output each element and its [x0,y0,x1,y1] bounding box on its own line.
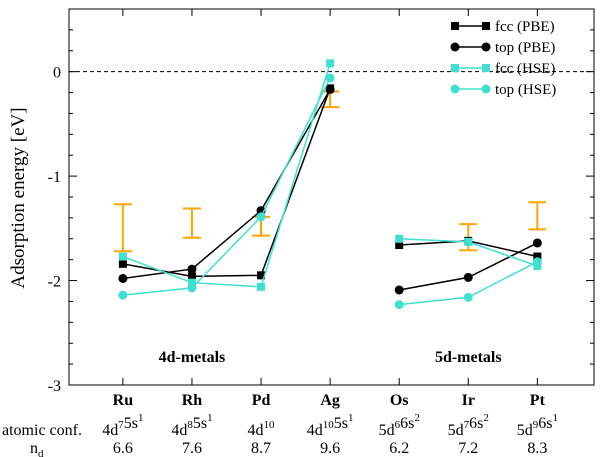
legend-entry: top (PBE) [450,40,555,56]
series-line [122,89,331,280]
data-point [532,257,542,267]
atomic-conf-row-label: atomic conf. [2,422,82,439]
data-point [325,84,335,94]
data-point [394,300,404,310]
data-point [187,283,197,293]
data-point [256,212,266,222]
legend-marker [482,22,490,30]
data-point [118,259,127,268]
data-point [187,272,196,281]
legend-label: top (PBE) [495,40,555,56]
legend-entry: fcc (HSE) [451,61,555,77]
series-line [122,63,331,288]
atomic-conf-label: 4d85s1 [171,412,212,439]
legend-entry: top (HSE) [450,82,556,98]
y-axis-label: Adsorption energy [eV] [8,107,29,288]
series [118,84,542,295]
x-tick-label: Ru [113,392,134,409]
data-point [118,252,127,261]
data-point [463,272,473,282]
nd-row-label: nd [30,440,44,457]
legend-marker [450,42,460,52]
nd-value-label: 7.6 [182,440,202,457]
atomic-conf-label: 5d76s2 [448,412,489,439]
y-tick-label: -1 [48,169,61,186]
data-point [326,59,335,68]
legend-label: fcc (PBE) [495,19,555,35]
legend-label: fcc (HSE) [495,61,555,77]
nd-value-label: 8.3 [527,440,547,457]
atomic-conf-label: 4d75s1 [102,412,143,439]
atomic-conf-label: 5d96s1 [517,412,558,439]
axes: 0 -1 -2 -3 Ru Rh Pd Ag Os Ir Pt 4d-metals 5d-metals a… [2,8,595,457]
data-point [118,273,128,283]
x-tick-label: Ag [320,392,340,409]
data-point [187,264,197,274]
data-point [395,241,404,250]
data-point [464,237,473,246]
legend: fcc (PBE) top (PBE) fcc (HSE) top (HSE) [450,19,556,98]
atomic-conf-label: 5d66s2 [379,412,420,439]
legend-marker [481,42,491,52]
group-label: 4d-metals [159,349,226,366]
data-point [187,278,196,287]
legend-entry: fcc (PBE) [451,19,555,35]
x-tick-label: Ir [462,392,475,409]
y-tick-label: -3 [48,378,61,395]
legend-label: top (HSE) [495,82,556,98]
legend-marker [482,64,490,72]
x-tick-label: Pt [530,392,546,409]
atomic-conf-label: 4d10 [248,419,276,439]
atomic-conf-label: 4d105s1 [307,412,354,439]
data-point [257,282,266,291]
error-bar [113,203,132,253]
x-tick-label: Pd [252,392,271,409]
legend-marker [451,64,459,72]
nd-value-label: 7.2 [458,440,478,457]
nd-value-label: 9.6 [320,440,340,457]
series [118,73,542,310]
legend-marker [451,22,459,30]
error-bar [182,207,201,239]
data-point [257,271,266,280]
legend-marker [481,84,491,94]
nd-value-label: 8.7 [251,440,271,457]
x-tick-label: Os [390,392,409,409]
data-point [463,292,473,302]
series-line [122,88,331,278]
data-point [532,238,542,248]
data-point [118,290,128,300]
legend-marker [450,84,460,94]
data-point [533,252,542,261]
group-label: 5d-metals [435,349,502,366]
series [118,84,542,281]
data-point [395,234,404,243]
x-tick-label: Rh [182,392,203,409]
y-tick-label: 0 [53,65,61,82]
nd-value-label: 6.2 [389,440,409,457]
chart-marks [113,59,547,310]
data-point [394,285,404,295]
series-line [122,77,331,296]
data-point [325,73,335,83]
y-tick-label: -2 [48,274,61,291]
error-bar [528,201,547,231]
nd-value-label: 6.6 [113,440,133,457]
